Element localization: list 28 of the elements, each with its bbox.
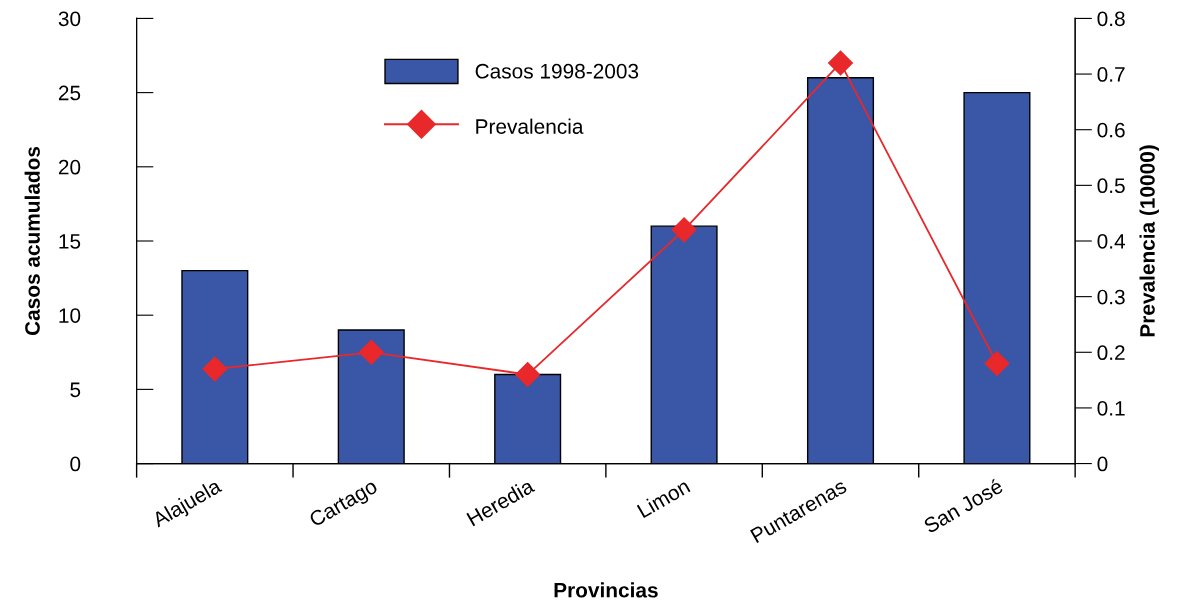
legend-label: Casos 1998-2003 bbox=[475, 63, 639, 79]
y-tick-label: 10 bbox=[59, 308, 81, 323]
y2-axis-title: Prevalencia (10000) bbox=[1139, 145, 1159, 337]
y2-tick-label: 0.2 bbox=[1097, 345, 1125, 361]
y2-tick-label: 0.5 bbox=[1097, 178, 1125, 194]
y-axis-title: Casos acumulados bbox=[24, 146, 40, 336]
y2-tick-label: 0.7 bbox=[1097, 67, 1125, 82]
x-axis-title: Provincias bbox=[554, 582, 658, 598]
y2-tick-label: 0.8 bbox=[1097, 11, 1125, 27]
y2-tick-label: 0.3 bbox=[1097, 289, 1125, 305]
point bbox=[515, 362, 541, 388]
y-tick-label: 15 bbox=[59, 234, 81, 249]
point bbox=[671, 217, 697, 243]
y2-tick-label: 0 bbox=[1097, 456, 1108, 472]
y-tick-label: 25 bbox=[58, 85, 81, 101]
point bbox=[828, 50, 853, 76]
y-tick-label: 0 bbox=[70, 456, 81, 472]
point bbox=[202, 356, 228, 382]
y-tick-label: 5 bbox=[70, 382, 81, 398]
legend-label: Prevalencia bbox=[476, 118, 584, 134]
y2-tick-label: 0.1 bbox=[1097, 400, 1125, 416]
point bbox=[358, 339, 384, 365]
y-tick-label: 20 bbox=[58, 159, 81, 175]
y2-tick-label: 0.6 bbox=[1097, 122, 1125, 138]
y-tick-label: 30 bbox=[58, 11, 81, 27]
y2-tick-label: 0.4 bbox=[1097, 234, 1126, 249]
point bbox=[984, 350, 1010, 376]
x-tick-label: San José bbox=[922, 477, 1004, 534]
